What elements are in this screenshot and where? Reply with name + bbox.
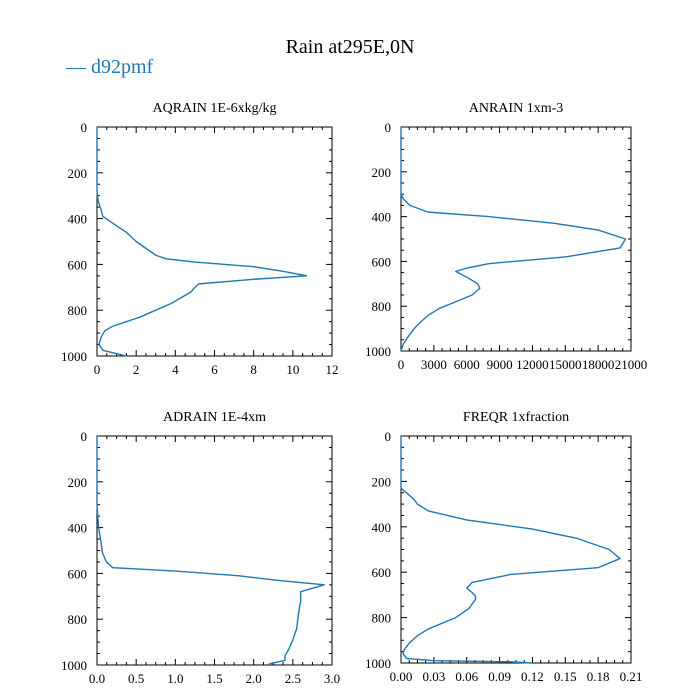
y-tick-label: 800 (372, 299, 392, 314)
y-tick-label: 1000 (365, 344, 391, 359)
x-tick-label: 0.00 (390, 669, 413, 684)
x-tick-label: 0.09 (488, 669, 511, 684)
y-tick-label: 200 (68, 475, 88, 490)
x-tick-label: 2 (133, 362, 140, 377)
x-tick-label: 15000 (549, 357, 582, 372)
y-tick-label: 400 (372, 520, 392, 535)
y-tick-label: 0 (81, 429, 88, 444)
series-line (96, 436, 325, 665)
x-tick-label: 0.15 (554, 669, 577, 684)
y-tick-label: 200 (372, 165, 392, 180)
x-tick-label: 0.21 (620, 669, 643, 684)
y-tick-label: 1000 (61, 658, 87, 673)
series-line (400, 127, 627, 352)
x-tick-label: 4 (172, 362, 179, 377)
legend-label: d92pmf (91, 56, 154, 78)
legend-entry: — d92pmf (66, 56, 153, 79)
x-tick-label: 0.5 (128, 671, 144, 686)
x-tick-label: 21000 (615, 357, 648, 372)
x-tick-label: 9000 (487, 357, 513, 372)
chart-title: Rain at295E,0N (285, 36, 415, 58)
panel-title: AQRAIN 1E-6xkg/kg (152, 101, 276, 116)
y-tick-label: 1000 (365, 656, 391, 671)
x-tick-label: 3000 (421, 357, 447, 372)
y-tick-label: 400 (372, 210, 392, 225)
y-tick-label: 0 (385, 120, 392, 135)
x-tick-label: 0.0 (89, 671, 105, 686)
x-tick-label: 0.18 (587, 669, 610, 684)
x-tick-label: 2.0 (246, 671, 262, 686)
y-tick-label: 0 (81, 120, 88, 135)
x-tick-label: 6 (211, 362, 218, 377)
x-tick-label: 8 (250, 362, 257, 377)
plot-frame (400, 126, 632, 352)
x-tick-label: 0 (398, 357, 405, 372)
x-tick-label: 3.0 (324, 671, 340, 686)
plot-frame (96, 126, 333, 357)
y-tick-label: 800 (68, 303, 88, 318)
x-tick-label: 2.5 (285, 671, 301, 686)
y-tick-label: 800 (68, 612, 88, 627)
plot-frame (96, 435, 333, 666)
y-tick-label: 800 (372, 611, 392, 626)
legend-line-marker: — (66, 56, 86, 78)
x-tick-label: 12 (326, 362, 339, 377)
x-tick-label: 12000 (516, 357, 549, 372)
y-tick-label: 200 (68, 166, 88, 181)
x-tick-label: 18000 (582, 357, 615, 372)
y-tick-label: 0 (385, 429, 392, 444)
panel-title: ADRAIN 1E-4xm (163, 410, 266, 425)
x-tick-label: 1.0 (167, 671, 183, 686)
plot-frame (400, 435, 632, 664)
x-tick-label: 6000 (454, 357, 480, 372)
y-tick-label: 400 (68, 521, 88, 536)
x-tick-label: 0 (94, 362, 101, 377)
y-tick-label: 200 (372, 474, 392, 489)
y-tick-label: 600 (68, 566, 88, 581)
x-tick-label: 10 (286, 362, 299, 377)
series-line (96, 127, 308, 357)
panel-title: ANRAIN 1xm-3 (469, 101, 564, 116)
y-tick-label: 1000 (61, 349, 87, 364)
y-tick-label: 600 (372, 565, 392, 580)
y-tick-label: 400 (68, 212, 88, 227)
x-tick-label: 1.5 (206, 671, 222, 686)
y-tick-label: 600 (372, 254, 392, 269)
series-line (400, 436, 621, 664)
y-tick-label: 600 (68, 257, 88, 272)
x-tick-label: 0.12 (521, 669, 544, 684)
x-tick-label: 0.06 (455, 669, 478, 684)
panel-title: FREQR 1xfraction (463, 410, 569, 425)
x-tick-label: 0.03 (422, 669, 445, 684)
